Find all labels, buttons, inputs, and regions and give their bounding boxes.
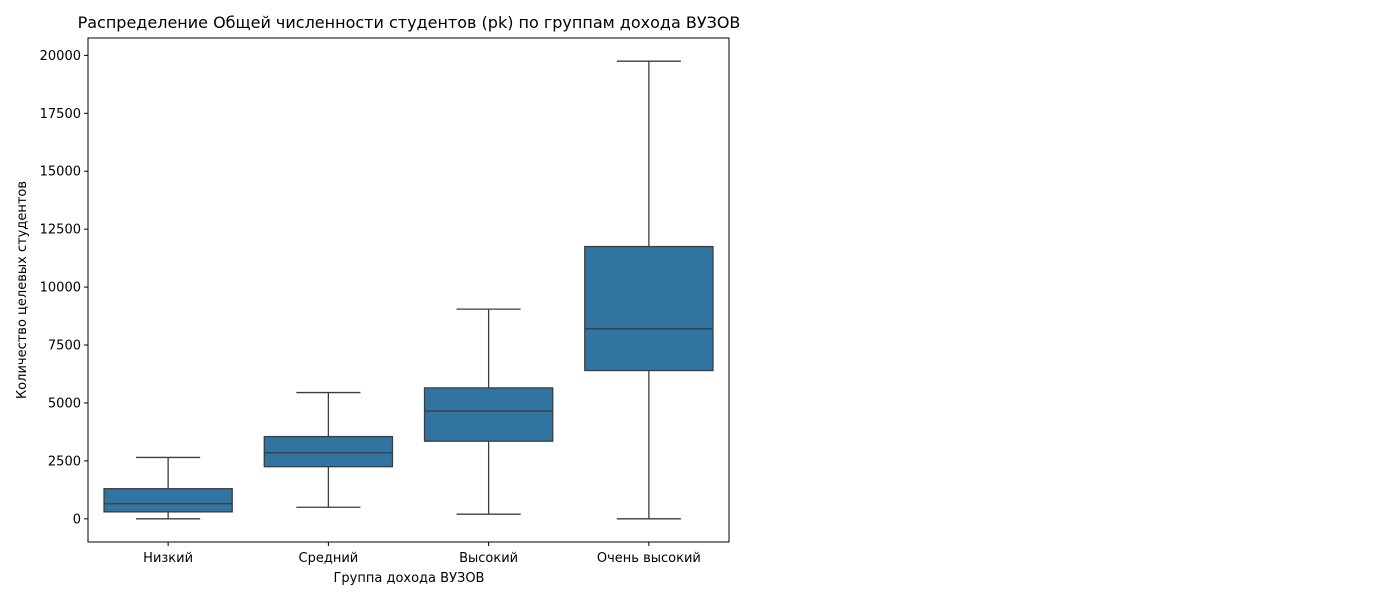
box: [263, 435, 394, 468]
box: [423, 387, 554, 442]
box-group: [584, 60, 714, 520]
box-group: [103, 456, 233, 520]
x-tick-label: Низкий: [143, 551, 193, 566]
boxes: [103, 60, 714, 520]
y-tick-label: 5000: [48, 396, 81, 411]
y-tick-label: 15000: [40, 165, 81, 180]
y-tick-label: 10000: [40, 281, 81, 296]
x-axis-title: Группа дохода ВУЗОВ: [334, 571, 485, 586]
box: [584, 245, 714, 372]
y-tick-label: 20000: [40, 49, 81, 64]
y-tick-label: 7500: [48, 339, 81, 354]
y-tick-label: 0: [73, 512, 81, 527]
plot-area-frame: [87, 37, 730, 543]
box: [103, 488, 233, 513]
x-tick-label: Очень высокий: [597, 551, 701, 566]
chart-title: Распределение Общей численности студенто…: [78, 13, 741, 32]
x-tick-label: Высокий: [459, 551, 518, 566]
y-tick-label: 17500: [40, 107, 81, 122]
y-axis: 0 2500 5000 7500 10000 12500 15000 17500 20000: [40, 49, 88, 527]
y-tick-label: 2500: [48, 454, 81, 469]
box-group: [423, 308, 554, 515]
y-tick-label: 12500: [40, 223, 81, 238]
x-tick-label: Средний: [299, 551, 359, 566]
x-axis: Низкий Средний Высокий Очень высокий: [143, 542, 701, 566]
y-axis-title: Количество целевых студентов: [15, 181, 30, 399]
box-group: [263, 391, 394, 508]
